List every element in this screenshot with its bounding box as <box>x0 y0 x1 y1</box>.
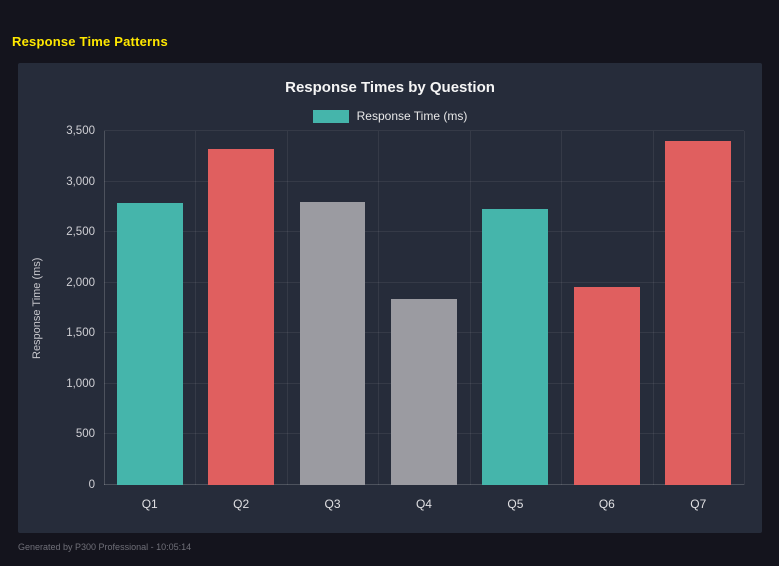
bar-q3 <box>299 201 366 485</box>
chart-title: Response Times by Question <box>285 79 495 96</box>
y-axis-title: Response Time (ms) <box>31 257 43 359</box>
v-gridline <box>104 131 105 485</box>
x-tick-label: Q4 <box>415 497 432 511</box>
bar-cell <box>561 131 652 485</box>
bar-cell <box>287 131 378 485</box>
bar-q5 <box>482 209 549 485</box>
bar-q1 <box>116 202 183 485</box>
legend-label: Response Time (ms) <box>356 109 468 123</box>
y-tick-label: 0 <box>88 479 95 491</box>
chart-body: Response Time (ms) 0 500 1,000 1,500 2,000 2,… <box>18 125 762 523</box>
y-tick-label: 500 <box>75 428 95 441</box>
y-tick-label: 3,500 <box>66 125 95 137</box>
x-tick-label: Q5 <box>507 497 524 511</box>
x-tick-label: Q7 <box>690 497 707 511</box>
v-gridline <box>561 131 563 485</box>
x-tick-label: Q2 <box>233 497 250 511</box>
bar-q7 <box>665 141 732 485</box>
v-gridline <box>469 131 471 485</box>
x-tick-label: Q6 <box>598 497 615 511</box>
y-tick-label: 2,000 <box>66 276 95 289</box>
bar-cell <box>653 131 744 485</box>
v-gridline <box>378 131 380 485</box>
h-gridline <box>104 180 744 182</box>
h-gridline <box>104 231 744 233</box>
v-gridline <box>286 131 288 485</box>
bar-cell <box>104 131 195 485</box>
y-axis: 0 500 1,000 1,500 2,000 2,500 3,000 3,500 <box>50 125 104 491</box>
y-tick-label: 1,500 <box>66 327 95 340</box>
legend-swatch <box>312 109 349 123</box>
x-tick-label: Q1 <box>141 497 158 511</box>
bar-cell <box>195 131 286 485</box>
bar-cell <box>378 131 469 485</box>
bar-cell <box>470 131 561 485</box>
bar-q2 <box>208 149 275 485</box>
h-gridline <box>104 281 744 283</box>
y-tick-label: 2,500 <box>66 226 95 239</box>
chart-panel: Response Times by Question Response Time… <box>18 63 762 533</box>
bar-q6 <box>573 287 640 485</box>
x-tick-label: Q3 <box>324 497 341 511</box>
v-gridline <box>744 131 745 485</box>
y-tick-label: 3,000 <box>66 175 95 188</box>
chart-legend-item[interactable]: Response Time (ms) <box>18 109 762 123</box>
bar-q4 <box>391 298 457 485</box>
plot-area <box>104 130 745 485</box>
v-gridline <box>195 131 197 485</box>
page-title: Response Time Patterns <box>12 34 168 49</box>
v-gridline <box>652 131 654 485</box>
x-axis: Q1 Q2 Q3 Q4 Q5 Q6 Q7 <box>104 485 744 523</box>
h-gridline <box>104 130 744 131</box>
footer-text: Generated by P300 Professional - 10:05:1… <box>18 542 192 552</box>
y-tick-label: 1,000 <box>66 377 95 390</box>
bars-container <box>104 131 744 485</box>
